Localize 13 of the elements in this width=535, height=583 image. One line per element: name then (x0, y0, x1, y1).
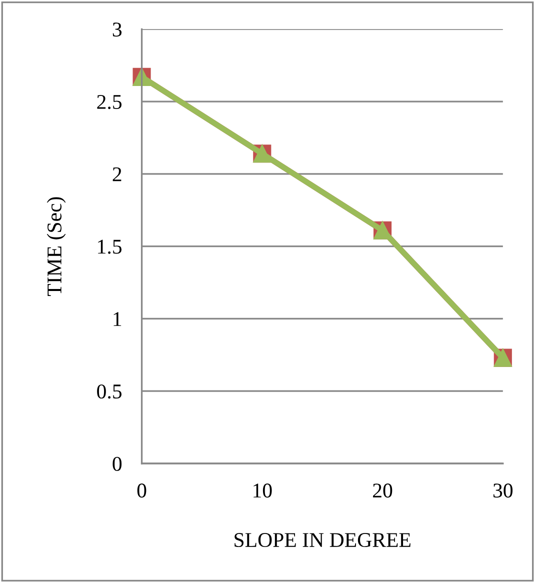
y-tick-label: 3 (112, 22, 122, 37)
y-tick-label: 2.5 (97, 94, 122, 110)
y-tick-label: 1.5 (98, 240, 122, 254)
x-tick-label: 0 (137, 484, 146, 498)
y-tick-label: 0 (112, 456, 122, 471)
x-tick-label: 10 (254, 484, 272, 498)
x-tick-label: 20 (373, 484, 392, 498)
y-axis-title: TIME (Sec) (46, 197, 66, 296)
x-tick-label: 30 (493, 484, 513, 498)
y-tick-label: 1 (114, 312, 122, 326)
x-axis-title: SLOPE IN DEGREE (234, 533, 410, 548)
y-tick-label: 2 (112, 167, 122, 182)
y-tick-label: 0.5 (97, 384, 122, 399)
